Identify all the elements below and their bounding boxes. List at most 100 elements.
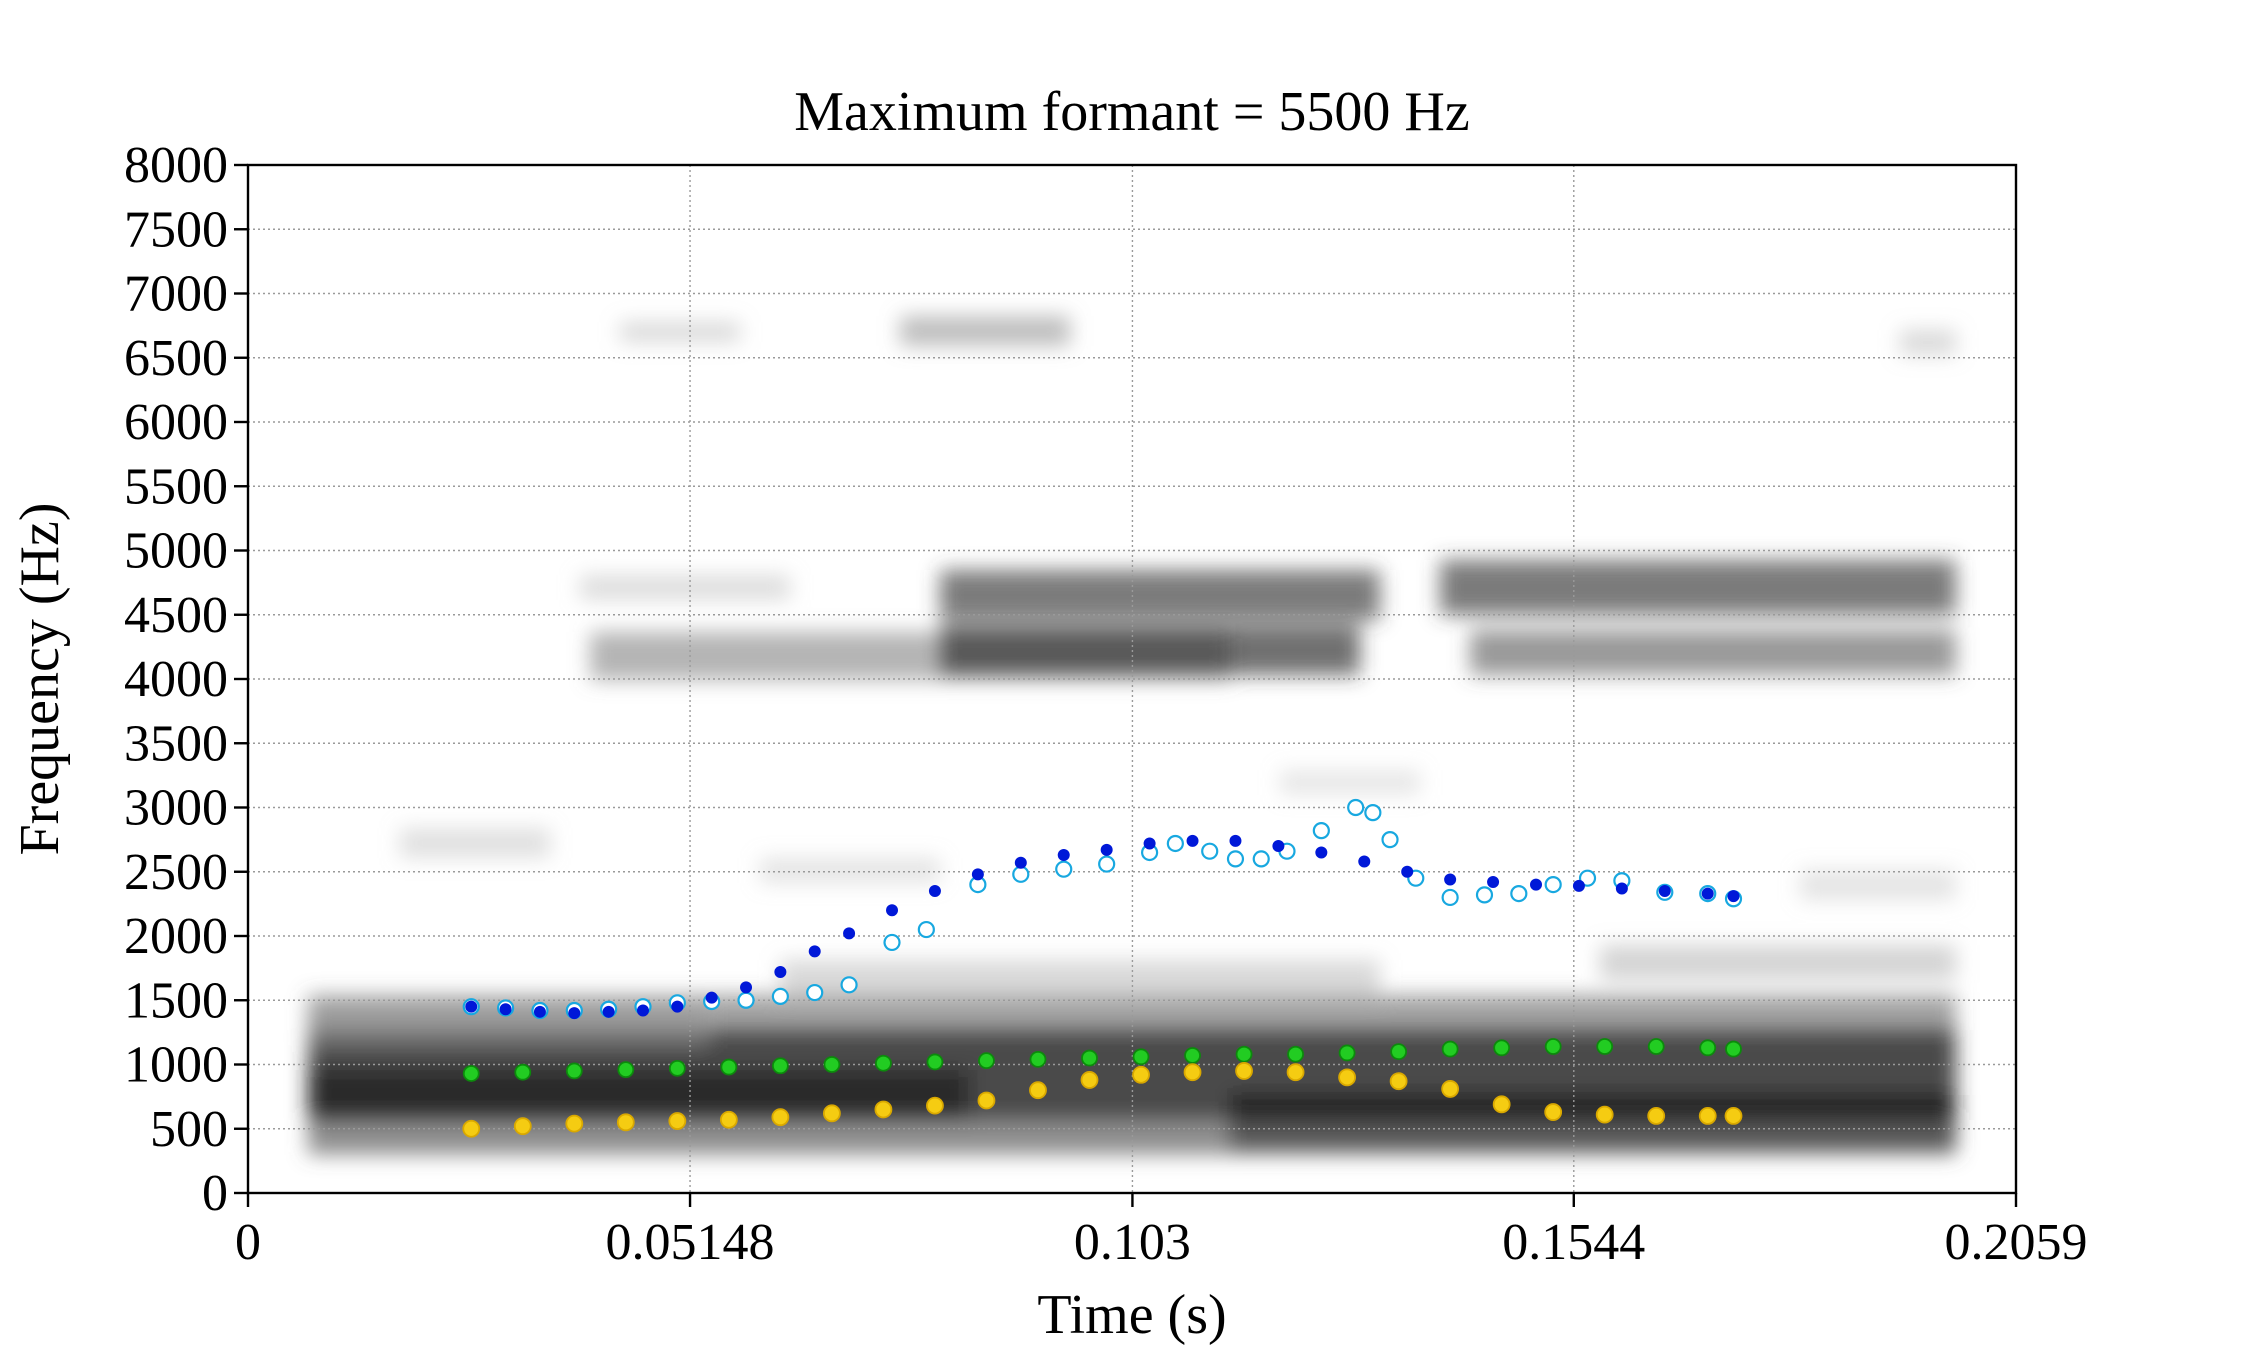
y-tick-label: 2500 <box>124 844 228 901</box>
formant-point <box>978 1052 995 1070</box>
formant-point <box>1029 1081 1047 1100</box>
formant-point <box>1647 1107 1666 1125</box>
y-tick-label: 5500 <box>124 458 228 515</box>
formant-point <box>602 1005 615 1018</box>
y-tick-label: 3500 <box>124 715 228 772</box>
formant-point <box>740 981 753 994</box>
formant-point <box>1544 875 1562 894</box>
x-tick-label: 0.2059 <box>1945 1214 2088 1271</box>
formant-point <box>668 1112 687 1130</box>
formant-point <box>1347 798 1365 817</box>
formant-point <box>1315 846 1328 859</box>
formant-point <box>771 1108 790 1127</box>
formant-point <box>917 920 935 939</box>
x-tick-label: 0.1544 <box>1502 1214 1645 1271</box>
formant-point <box>883 933 901 952</box>
formant-point <box>565 1114 584 1133</box>
formant-point <box>1100 843 1113 856</box>
formant-point <box>1544 1038 1562 1055</box>
formant-point <box>1201 842 1219 860</box>
formant-point <box>1272 840 1285 853</box>
formant-point <box>1166 834 1184 853</box>
formant-point <box>1098 855 1116 873</box>
formant-point <box>1226 850 1245 868</box>
formant-point <box>1132 1048 1150 1066</box>
formant-point <box>822 1104 841 1123</box>
formant-point <box>926 1096 944 1115</box>
formant-point <box>1725 1040 1742 1058</box>
y-tick-label: 6500 <box>124 330 228 387</box>
formant-point <box>720 1058 738 1076</box>
formant-point <box>1235 1045 1253 1063</box>
formant-point <box>499 1003 512 1016</box>
formant-point <box>1358 855 1371 868</box>
formant-point <box>1132 1065 1150 1084</box>
formant-point <box>843 927 856 940</box>
y-tick-label: 5000 <box>124 523 228 580</box>
formant-point <box>465 1000 478 1013</box>
x-tick-label: 0 <box>235 1214 261 1271</box>
formant-point <box>1544 1103 1563 1121</box>
formant-point <box>1286 1063 1305 1082</box>
formant-point <box>886 904 899 917</box>
formant-point <box>977 1091 996 1110</box>
formant-point <box>1401 865 1414 878</box>
formant-point <box>1493 1039 1511 1057</box>
formant-point <box>1724 1107 1743 1125</box>
y-tick-label: 3000 <box>124 780 228 837</box>
formant-point <box>533 1005 546 1018</box>
formant-point <box>1647 1038 1665 1055</box>
y-tick-label: 4500 <box>124 587 228 644</box>
formant-point <box>1143 837 1156 850</box>
formant-point <box>462 1119 481 1138</box>
formant-point <box>1229 834 1242 847</box>
formant-series <box>465 834 1740 1020</box>
formant-point <box>1595 1105 1614 1124</box>
formant-point <box>1578 869 1597 887</box>
formant-point <box>1055 860 1073 878</box>
formant-point <box>1390 1043 1408 1061</box>
y-tick-label: 7000 <box>124 266 228 323</box>
formant-point <box>513 1117 532 1136</box>
formant-point <box>1080 1071 1099 1089</box>
y-tick-label: 6000 <box>124 394 228 451</box>
formant-point <box>1029 1050 1047 1068</box>
formant-point <box>568 1007 581 1020</box>
formant-point <box>1698 1107 1717 1125</box>
formant-point <box>808 945 821 958</box>
y-axis-label: Frequency (Hz) <box>9 503 71 856</box>
y-tick-label: 4000 <box>124 651 228 708</box>
formant-point <box>1338 1044 1356 1062</box>
formant-point <box>1364 804 1382 822</box>
x-axis-label: Time (s) <box>1037 1284 1226 1346</box>
formant-point <box>668 1059 686 1077</box>
formant-point <box>1441 888 1459 907</box>
formant-point <box>737 991 755 1009</box>
formant-point <box>636 1004 649 1017</box>
formant-point <box>1381 831 1399 849</box>
formant-point <box>1596 1038 1614 1055</box>
formant-point <box>616 1113 635 1132</box>
formant-point <box>1057 849 1070 862</box>
formant-series <box>462 798 1743 1020</box>
y-tick-label: 500 <box>150 1101 228 1158</box>
formant-point <box>1572 879 1585 892</box>
formant-point <box>971 868 984 881</box>
formant-point <box>1183 1063 1202 1082</box>
formant-point <box>1699 1039 1717 1057</box>
formant-point <box>617 1061 635 1079</box>
formant-point <box>514 1063 532 1081</box>
formant-point <box>771 987 789 1005</box>
formant-markers <box>462 798 1743 1138</box>
grid-lines <box>248 165 2016 1193</box>
x-axis: 0 0.05148 0.103 0.1544 0.2059 <box>235 1193 2088 1271</box>
formant-point <box>719 1110 738 1129</box>
formant-point <box>1252 850 1270 868</box>
y-tick-label: 1500 <box>124 972 228 1029</box>
formant-point <box>1014 856 1027 869</box>
formant-point <box>1441 1080 1460 1098</box>
formant-point <box>840 976 858 994</box>
y-tick-label: 8000 <box>124 137 228 194</box>
formant-point <box>565 1062 583 1080</box>
